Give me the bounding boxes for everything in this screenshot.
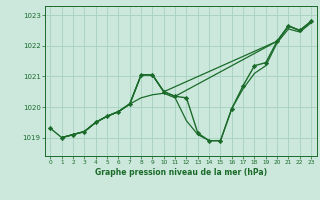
X-axis label: Graphe pression niveau de la mer (hPa): Graphe pression niveau de la mer (hPa)	[95, 168, 267, 177]
